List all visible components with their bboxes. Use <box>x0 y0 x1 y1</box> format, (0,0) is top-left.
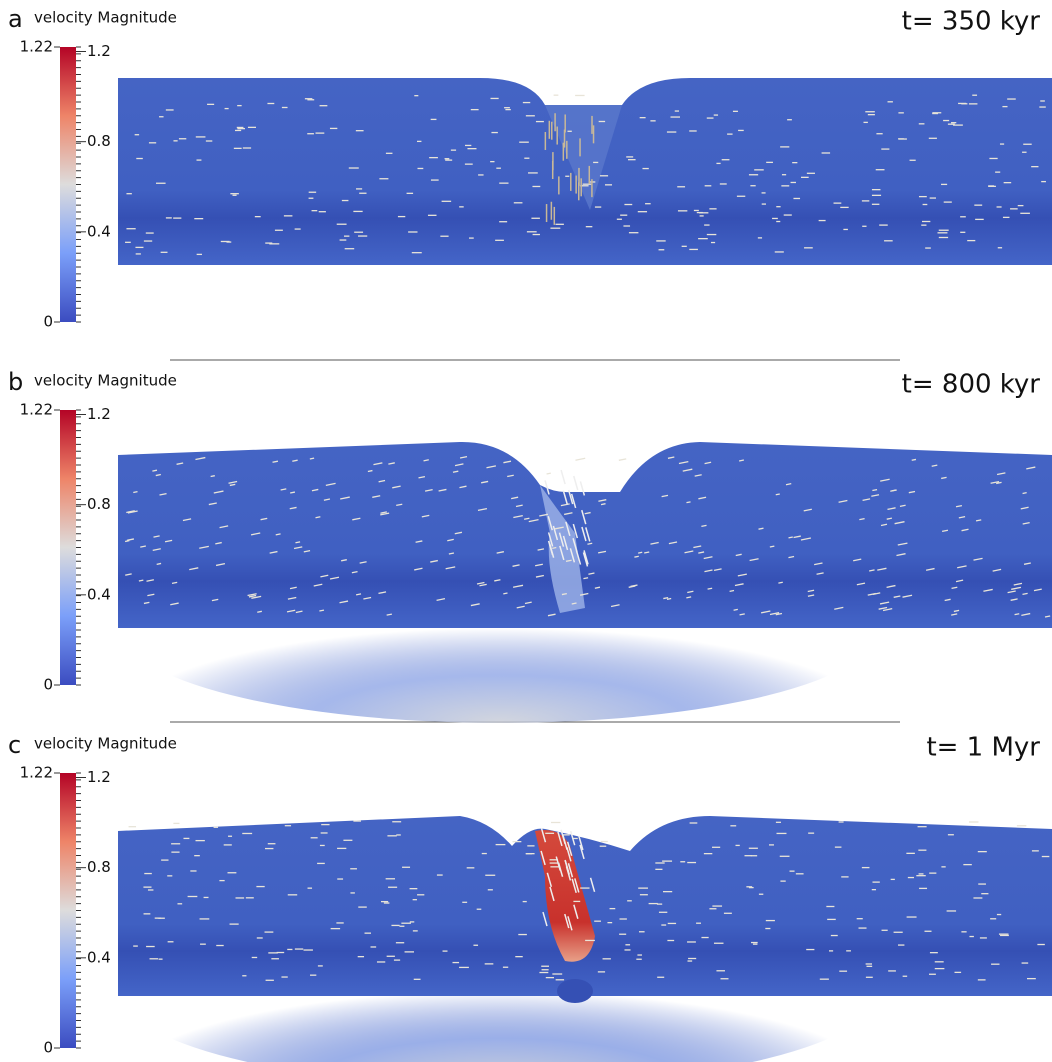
velocity-arrow <box>547 473 551 474</box>
velocity-arrow <box>257 611 262 612</box>
velocity-arrow <box>776 494 780 495</box>
velocity-arrow <box>319 610 324 611</box>
colorbar-tick-label: 1.2 <box>87 405 111 423</box>
velocity-arrow <box>1023 493 1027 494</box>
velocity-arrow <box>157 563 161 564</box>
velocity-arrow <box>574 476 578 490</box>
panel-label: c <box>8 731 21 759</box>
colorbar-tick-label: 0.4 <box>87 585 111 603</box>
velocity-arrow <box>211 476 215 477</box>
velocity-arrow <box>601 504 605 505</box>
velocity-arrow <box>503 593 507 594</box>
colorbar-tick-label: 0.8 <box>87 858 111 876</box>
colorbar-tick-label: 0.4 <box>87 948 111 966</box>
colorbar-tick-label: 1.2 <box>87 768 111 786</box>
velocity-arrow <box>561 470 565 484</box>
range-label: 1.22 <box>20 764 53 782</box>
panel: a velocity Magnitude t= 350 kyr 1.22 0 1.2 0.8… <box>8 5 1052 331</box>
velocity-arrow <box>634 556 638 557</box>
colorbar <box>60 47 76 322</box>
figure: a velocity Magnitude t= 350 kyr 1.22 0 1.2 0.8… <box>0 0 1052 1062</box>
velocity-arrow <box>686 502 690 503</box>
velocity-arrow <box>125 541 129 542</box>
velocity-arrow <box>667 599 671 600</box>
range-label: 1.22 <box>20 401 53 419</box>
panel: c velocity Magnitude t= 1 Myr 1.22 0 1.2 0.8 0.… <box>8 731 1052 1062</box>
velocity-arrow <box>912 459 916 460</box>
velocity-arrow <box>730 591 734 592</box>
time-label: t= 350 kyr <box>902 7 1041 37</box>
velocity-arrow <box>1015 614 1020 615</box>
panel-label: a <box>8 5 23 33</box>
range-label: 1.22 <box>20 38 53 56</box>
velocity-arrow <box>575 458 585 460</box>
velocity-arrow <box>734 609 738 610</box>
velocity-arrow <box>583 578 588 579</box>
velocity-arrow <box>133 492 137 493</box>
colorbar-title: velocity Magnitude <box>34 735 177 753</box>
panel-label: b <box>8 368 23 396</box>
velocity-arrow <box>139 580 143 581</box>
colorbar-tick-label: 0.8 <box>87 495 111 513</box>
velocity-arrow <box>789 537 793 538</box>
upwelling-glow <box>120 533 880 723</box>
velocity-arrow <box>310 458 314 459</box>
velocity-arrow <box>552 548 556 549</box>
velocity-arrow <box>152 470 157 471</box>
range-label: 0 <box>43 1039 53 1057</box>
velocity-arrow <box>295 542 300 543</box>
colorbar-tick-label: 0.8 <box>87 132 111 150</box>
velocity-arrow <box>368 471 373 472</box>
velocity-arrow <box>872 490 877 491</box>
time-label: t= 800 kyr <box>902 370 1041 400</box>
time-label: t= 1 Myr <box>926 733 1040 763</box>
cold-spot <box>557 979 593 1003</box>
colorbar-tick-label: 1.2 <box>87 42 111 60</box>
colorbar <box>60 773 76 1048</box>
velocity-arrow <box>708 588 713 589</box>
velocity-arrow <box>770 546 774 547</box>
velocity-arrow <box>619 459 626 460</box>
colorbar <box>60 410 76 685</box>
colorbar-title: velocity Magnitude <box>34 372 177 390</box>
velocity-arrow <box>638 552 642 553</box>
range-label: 0 <box>43 313 53 331</box>
colorbar-title: velocity Magnitude <box>34 9 177 27</box>
panel: b velocity Magnitude t= 800 kyr 1.22 0 1.2 0.8… <box>8 368 1052 723</box>
velocity-arrow <box>778 582 782 583</box>
colorbar-tick-label: 0.4 <box>87 222 111 240</box>
range-label: 0 <box>43 676 53 694</box>
